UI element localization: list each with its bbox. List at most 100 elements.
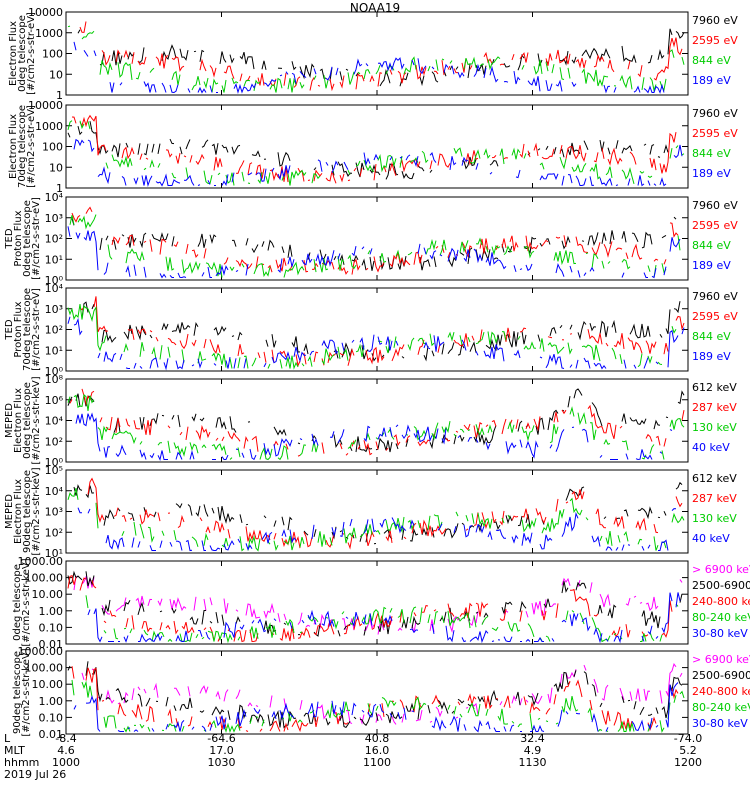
panel-frame — [65, 11, 689, 96]
y-axis-label: 90deg telescope — [12, 651, 23, 734]
legend-entry: 287 keV — [692, 492, 737, 505]
y-tick-label: 100 — [42, 48, 63, 61]
legend-entry: 40 keV — [692, 532, 730, 545]
y-tick-label: 100.00 — [25, 572, 64, 585]
series-trace — [69, 388, 685, 457]
y-tick-label: 0.10 — [39, 621, 64, 634]
y-axis-label: TED — [4, 319, 15, 340]
x-tick-label: 17.0 — [209, 744, 234, 757]
y-axis-label: Electron Flux — [13, 479, 24, 544]
legend-entry: 30-80 keV — [692, 717, 748, 730]
y-axis-label: [#/cm2-s-str-keV] — [31, 376, 42, 464]
y-axis-label: MEPED — [4, 403, 15, 438]
series-trace — [76, 414, 676, 460]
series-trace — [73, 575, 683, 635]
panel-frame — [65, 650, 689, 735]
y-tick-label: 10³ — [45, 506, 63, 519]
x-tick-label: 4.9 — [524, 744, 542, 757]
x-tick-label: 1200 — [674, 756, 702, 769]
series-trace — [67, 487, 685, 552]
y-tick-label: 10.00 — [32, 678, 64, 691]
series-trace — [79, 21, 683, 92]
x-tick-label: 5.2 — [679, 744, 697, 757]
y-tick-label: 10⁶ — [45, 394, 64, 407]
series-trace — [67, 316, 685, 371]
y-tick-label: 10⁵ — [45, 464, 63, 477]
y-tick-label: 10⁴ — [45, 191, 64, 204]
legend-entry: 612 keV — [692, 472, 737, 485]
y-tick-label: 1000 — [35, 120, 63, 133]
y-tick-label: 10³ — [45, 303, 63, 316]
y-axis-label: [#/cm2-s-str-keV] — [21, 558, 32, 646]
y-axis-label: Electron Flux — [13, 388, 24, 453]
y-tick-label: 10 — [49, 68, 63, 81]
series-trace — [68, 117, 684, 180]
legend-entry: 7960 eV — [692, 199, 738, 212]
x-axis-row-label: hhmm — [4, 756, 39, 769]
legend-entry: 2595 eV — [692, 310, 738, 323]
legend-entry: 844 eV — [692, 330, 731, 343]
x-tick-label: 1000 — [52, 756, 80, 769]
y-axis-label: Electron Flux — [8, 21, 19, 86]
x-tick-label: 16.0 — [365, 744, 390, 757]
x-tick-label: 1030 — [208, 756, 236, 769]
legend-entry: 287 keV — [692, 401, 737, 414]
y-axis-label: MEPED — [4, 494, 15, 529]
legend-entry: 130 keV — [692, 421, 737, 434]
legend-entry: 189 eV — [692, 74, 731, 87]
y-tick-label: 10⁴ — [45, 415, 64, 428]
series-trace — [77, 28, 685, 87]
x-tick-label: 32.4 — [520, 732, 545, 745]
x-tick-label: 40.8 — [365, 732, 390, 745]
legend-entry: 240-800 keV — [692, 685, 750, 698]
series-trace — [67, 25, 685, 93]
y-axis-label: TED — [4, 228, 15, 249]
legend-entry: 189 eV — [692, 167, 731, 180]
y-axis-label: Proton Flux — [13, 210, 24, 266]
y-tick-label: 10⁰ — [45, 365, 64, 378]
y-axis-label: 70deg telescope — [17, 105, 28, 188]
y-tick-label: 10¹ — [45, 547, 63, 560]
legend-entry: > 6900 keV — [692, 653, 750, 666]
legend-entry: 80-240 keV — [692, 611, 750, 624]
y-axis-label: [#/cm2-s-str-eV] — [31, 288, 42, 371]
y-tick-label: 1.00 — [39, 695, 64, 708]
y-tick-label: 10⁴ — [45, 485, 64, 498]
y-tick-label: 10² — [45, 526, 63, 539]
legend-entry: 30-80 keV — [692, 627, 748, 640]
x-tick-label: -74.0 — [674, 732, 702, 745]
legend-entry: 2500-6900 — [692, 669, 750, 682]
y-tick-label: 10⁸ — [45, 373, 64, 386]
y-tick-label: 0.10 — [39, 711, 64, 724]
legend-entry: 2595 eV — [692, 219, 738, 232]
series-trace — [78, 508, 684, 551]
x-tick-label: 1100 — [363, 756, 391, 769]
legend-entry: 130 keV — [692, 512, 737, 525]
legend-entry: 80-240 keV — [692, 701, 750, 714]
legend-entry: 844 eV — [692, 54, 731, 67]
legend-entry: 2500-6900 — [692, 579, 750, 592]
y-tick-label: 10⁴ — [45, 282, 64, 295]
y-tick-label: 100.00 — [25, 662, 64, 675]
legend-entry: 2595 eV — [692, 34, 738, 47]
y-tick-label: 100 — [42, 141, 63, 154]
legend-entry: 189 eV — [692, 350, 731, 363]
y-axis-label: [#/cm2-s-str-eV] — [26, 12, 37, 95]
y-tick-label: 10¹ — [45, 253, 63, 266]
x-tick-label: 1130 — [519, 756, 547, 769]
y-tick-label: 1.00 — [39, 605, 64, 618]
y-tick-label: 10⁰ — [45, 274, 64, 287]
y-tick-label: 10⁰ — [45, 456, 64, 469]
y-tick-label: 10¹ — [45, 344, 63, 357]
x-tick-label: -8.4 — [55, 732, 76, 745]
series-trace — [67, 388, 685, 453]
series-trace — [71, 206, 679, 275]
y-axis-label: Electron Flux — [8, 114, 19, 179]
series-trace — [73, 481, 683, 545]
date-label: 2019 Jul 26 — [4, 768, 66, 781]
legend-entry: 844 eV — [692, 147, 731, 160]
legend-entry: 2595 eV — [692, 127, 738, 140]
y-tick-label: 10.00 — [32, 588, 64, 601]
y-tick-label: 10 — [49, 161, 63, 174]
